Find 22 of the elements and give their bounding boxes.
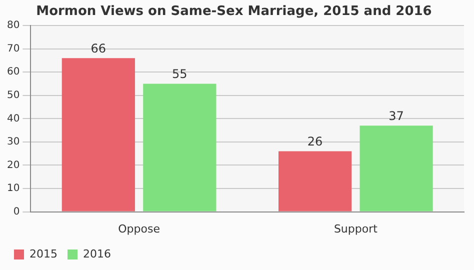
data-label: 66	[90, 41, 106, 56]
y-tick-label: 70	[6, 43, 20, 54]
bar	[143, 84, 216, 212]
bar	[278, 151, 352, 212]
y-tick-label: 20	[6, 160, 20, 171]
y-tick-label: 60	[6, 66, 20, 78]
y-tick-label: 40	[6, 113, 20, 124]
legend-label: 2015	[30, 247, 58, 260]
y-tick-label: 80	[6, 20, 20, 32]
data-label: 26	[307, 134, 323, 148]
bar	[62, 58, 135, 212]
data-label: 37	[388, 108, 404, 123]
y-tick-label: 0	[13, 206, 20, 218]
x-tick-label: Support	[334, 222, 378, 236]
data-label: 55	[172, 66, 188, 81]
x-tick-label: Oppose	[118, 222, 160, 236]
bar	[360, 126, 433, 212]
chart-title: Mormon Views on Same-Sex Marriage, 2015 and 2016	[36, 4, 432, 20]
y-tick-label: 50	[6, 90, 20, 102]
y-tick-label: 30	[6, 136, 20, 148]
y-tick-label: 10	[6, 183, 20, 194]
legend-label: 2016	[82, 247, 111, 260]
